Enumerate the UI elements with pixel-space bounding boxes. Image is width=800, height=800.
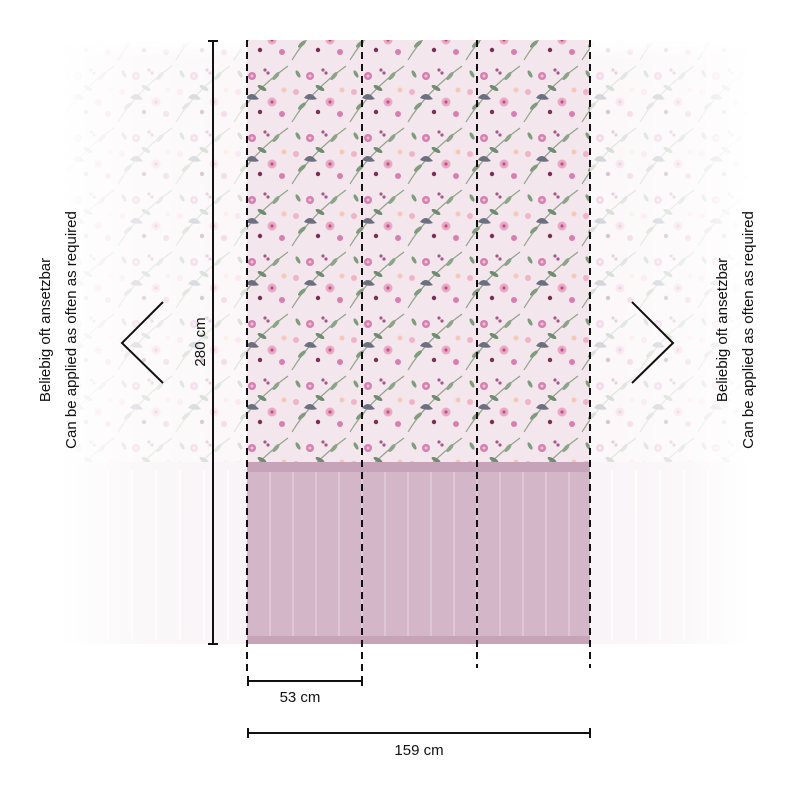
panel-width-label: 53 cm bbox=[280, 689, 321, 706]
repeat-note-line1: Beliebig oft ansetzbar bbox=[37, 258, 54, 402]
height-label: 280 cm bbox=[192, 317, 209, 366]
total-width-dimension bbox=[247, 728, 591, 738]
panel-width-dimension bbox=[247, 676, 363, 686]
wainscot-panel bbox=[247, 462, 590, 644]
repeat-note-line2: Can be applied as often as required bbox=[740, 211, 757, 449]
total-width-label: 159 cm bbox=[394, 742, 443, 759]
floral-pattern bbox=[247, 40, 590, 462]
repeat-note-right: Beliebig oft ansetzbar Can be applied as… bbox=[714, 211, 757, 449]
panel-seams bbox=[246, 40, 591, 672]
repeat-extension-left bbox=[60, 40, 247, 644]
height-dimension bbox=[208, 40, 218, 645]
repeat-extension-right bbox=[590, 40, 750, 644]
wallpaper-panels bbox=[247, 40, 590, 644]
repeat-note-line1: Beliebig oft ansetzbar bbox=[714, 258, 731, 402]
chevron-left-icon bbox=[120, 301, 164, 384]
repeat-note-line2: Can be applied as often as required bbox=[63, 211, 80, 449]
repeat-note-left: Beliebig oft ansetzbar Can be applied as… bbox=[37, 211, 80, 449]
chevron-right-icon bbox=[631, 301, 675, 384]
